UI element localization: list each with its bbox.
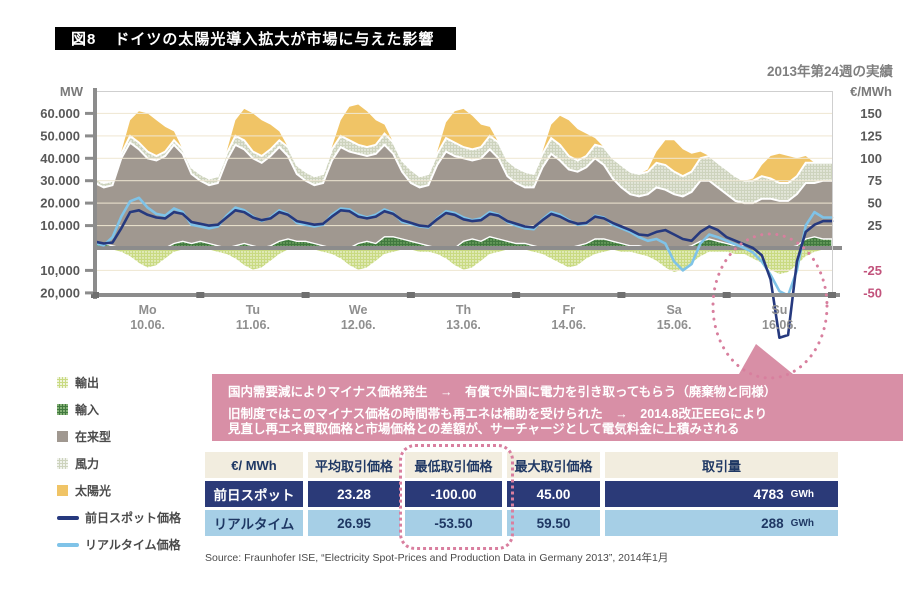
production-price-chart: 60.000 50.000 40.000 30.000 20.000 10.000 -10,…: [36, 83, 905, 383]
svg-text:75: 75: [868, 173, 882, 188]
export-swatch-icon: [57, 377, 68, 388]
source-citation: Source: Fraunhofer ISE, “Electricity Spo…: [205, 552, 669, 564]
volume-value: 4783: [753, 486, 784, 502]
svg-text:-25: -25: [863, 263, 882, 278]
svg-text:13.06.: 13.06.: [446, 318, 481, 332]
svg-text:20.000: 20.000: [40, 196, 80, 211]
realtime-line-icon: [57, 542, 79, 547]
svg-text:16.06.: 16.06.: [762, 318, 797, 332]
legend-item-import: 輸入: [57, 403, 181, 417]
svg-text:15.06.: 15.06.: [657, 318, 692, 332]
volume-unit: GWh: [790, 517, 814, 529]
svg-text:We: We: [349, 303, 368, 317]
chart-subtitle: 2013年第24週の実績: [766, 64, 893, 79]
price-summary-table: €/ MWh 平均取引価格 最低取引価格 最大取引価格 取引量 前日スポット 2…: [205, 444, 838, 550]
legend-item-solar: 太陽光: [57, 484, 181, 498]
svg-text:Sa: Sa: [666, 303, 682, 317]
col-header-min: 最低取引価格: [405, 452, 502, 478]
svg-text:Fr: Fr: [563, 303, 576, 317]
svg-text:-20,000: -20,000: [40, 285, 80, 300]
wind-swatch-icon: [57, 458, 68, 469]
svg-text:Tu: Tu: [246, 303, 260, 317]
svg-text:-50: -50: [863, 285, 882, 300]
legend-item-dayahead-price: 前日スポット価格: [57, 511, 182, 525]
row-dayahead-max: 45.00: [507, 481, 600, 507]
note-line-3: 見直し再エネ買取価格と市場価格との差額が、サーチャージとして電気料金に上積みされ…: [228, 422, 740, 436]
row-realtime-min: -53.50: [405, 510, 502, 536]
legend-label: 輸出: [75, 376, 100, 390]
conventional-swatch-icon: [57, 431, 68, 442]
svg-text:14.06.: 14.06.: [551, 318, 586, 332]
legend-item-wind: 風力: [57, 457, 181, 471]
svg-text:Mo: Mo: [139, 303, 157, 317]
chart-svg: 60.000 50.000 40.000 30.000 20.000 10.000 -10,…: [36, 84, 892, 380]
note-line-2: 旧制度ではこのマイナス価格の時間帯も再エネは補助を受けられた → 2014.8改…: [228, 407, 768, 421]
row-dayahead-label: 前日スポット: [205, 481, 303, 507]
legend-item-realtime-price: リアルタイム価格: [57, 538, 181, 552]
figure-title-bar: 図8 ドイツの太陽光導入拡大が市場に与えた影響: [55, 27, 457, 50]
dayahead-line-icon: [57, 515, 79, 520]
row-dayahead-min: -100.00: [405, 481, 502, 507]
svg-text:60.000: 60.000: [40, 106, 80, 121]
row-dayahead-avg: 23.28: [308, 481, 400, 507]
legend-item-conventional: 在来型: [57, 430, 181, 444]
solar-swatch-icon: [57, 485, 68, 496]
svg-text:150: 150: [860, 106, 882, 121]
svg-text:50.000: 50.000: [40, 128, 80, 143]
svg-text:50: 50: [868, 196, 882, 211]
legend-label: 太陽光: [75, 484, 112, 498]
volume-unit: GWh: [790, 488, 814, 500]
svg-text:Th: Th: [456, 303, 471, 317]
figure-number: 図8: [71, 31, 97, 48]
row-realtime-label: リアルタイム: [205, 510, 303, 536]
svg-text:100: 100: [860, 151, 882, 166]
svg-text:-10,000: -10,000: [40, 263, 80, 278]
svg-text:10.06.: 10.06.: [130, 318, 165, 332]
svg-text:MW: MW: [60, 84, 84, 99]
svg-text:30.000: 30.000: [40, 173, 80, 188]
svg-text:11.06.: 11.06.: [236, 318, 270, 332]
svg-text:12.06.: 12.06.: [341, 318, 376, 332]
legend-label: リアルタイム価格: [85, 538, 181, 552]
col-header-max: 最大取引価格: [507, 452, 600, 478]
col-header-volume: 取引量: [605, 452, 838, 478]
volume-value: 288: [761, 515, 784, 531]
legend-label: 前日スポット価格: [85, 511, 182, 525]
svg-text:40.000: 40.000: [40, 151, 80, 166]
row-realtime-max: 59.50: [507, 510, 600, 536]
legend-item-export: 輸出: [57, 376, 181, 390]
chart-legend: 輸出 輸入 在来型 風力 太陽光 前日スポット価格 リアルタイム価格: [57, 376, 182, 566]
import-swatch-icon: [57, 404, 68, 415]
row-dayahead-volume: 4783 GWh: [605, 481, 838, 507]
row-realtime-avg: 26.95: [308, 510, 400, 536]
row-realtime-volume: 288 GWh: [605, 510, 838, 536]
svg-text:Su: Su: [771, 303, 787, 317]
svg-text:10.000: 10.000: [40, 218, 80, 233]
svg-text:€/MWh: €/MWh: [850, 84, 892, 99]
note-line-1: 国内需要減によりマイナス価格発生 → 有償で外国に電力を引き取ってもらう（廃棄物…: [228, 385, 777, 399]
figure-title: ドイツの太陽光導入拡大が市場に与えた影響: [114, 31, 435, 48]
legend-label: 風力: [75, 457, 100, 471]
col-header-unit: €/ MWh: [205, 452, 303, 478]
legend-label: 在来型: [75, 430, 112, 444]
svg-text:125: 125: [860, 128, 882, 143]
svg-text:25: 25: [868, 218, 882, 233]
negative-price-note: 国内需要減によりマイナス価格発生 → 有償で外国に電力を引き取ってもらう（廃棄物…: [212, 374, 903, 441]
col-header-avg: 平均取引価格: [308, 452, 400, 478]
legend-label: 輸入: [75, 403, 100, 417]
